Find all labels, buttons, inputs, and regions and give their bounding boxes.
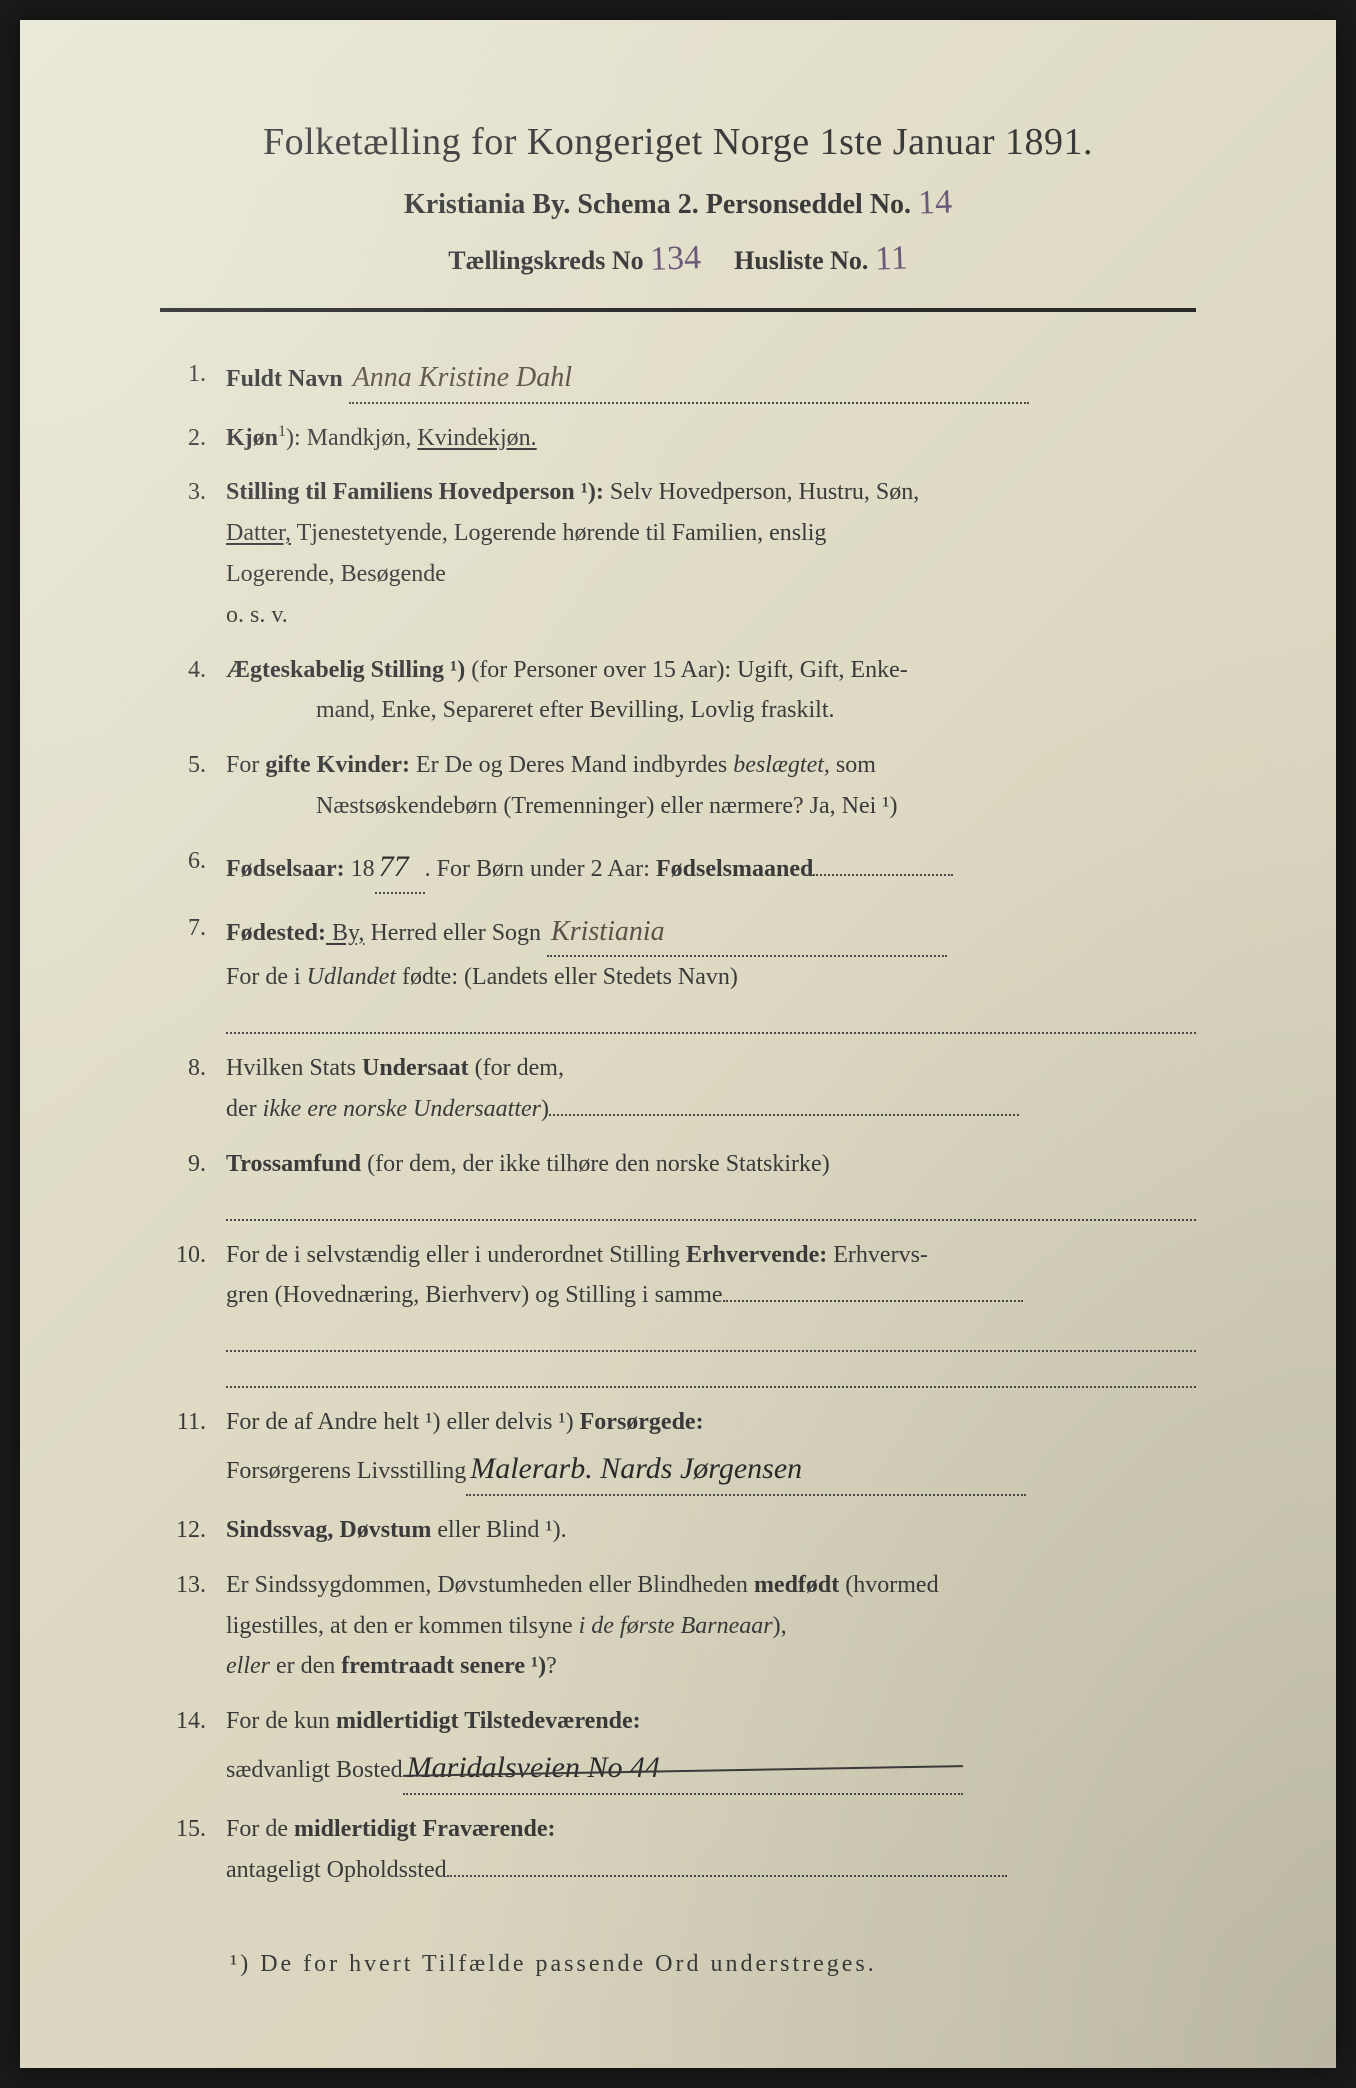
item-4-marital: 4. Ægteskabelig Stilling ¹) (for Persone… (170, 650, 1196, 732)
birthplace-value: Kristiania (551, 916, 665, 947)
item-10-occupation: 10. For de i selvstændig eller i underor… (170, 1235, 1196, 1389)
form-items: 1. Fuldt Navn Anna Kristine Dahl 2. Kjøn… (160, 354, 1196, 1891)
husliste-number: 11 (874, 239, 908, 278)
item-11-provider: 11. For de af Andre helt ¹) eller delvis… (170, 1402, 1196, 1496)
item-7-birthplace: 7. Fødested: By, Herred eller Sogn Krist… (170, 908, 1196, 1034)
footnote: ¹) De for hvert Tilfælde passende Ord un… (160, 1951, 1196, 1978)
sex-selected: Kvindekjøn. (417, 425, 536, 451)
item-13-disability-origin: 13. Er Sindssygdommen, Døvstumheden elle… (170, 1565, 1196, 1687)
item-12-disability: 12. Sindssvag, Døvstum eller Blind ¹). (170, 1510, 1196, 1551)
item-15-temp-absent: 15. For de midlertidigt Fraværende: anta… (170, 1809, 1196, 1891)
birth-year-value: 77 (379, 850, 409, 883)
personseddel-number: 14 (917, 183, 952, 222)
kreds-label: Tællingskreds No (448, 246, 643, 275)
item-14-temp-present: 14. For de kun midlertidigt Tilstedevære… (170, 1701, 1196, 1795)
item-9-religion: 9. Trossamfund (for dem, der ikke tilhør… (170, 1144, 1196, 1221)
item-1-name: 1. Fuldt Navn Anna Kristine Dahl (170, 354, 1196, 404)
provider-value: Malerarb. Nards Jørgensen (470, 1452, 802, 1485)
kreds-number: 134 (649, 239, 701, 279)
item-8-citizenship: 8. Hvilken Stats Undersaat (for dem, der… (170, 1048, 1196, 1130)
full-name-value: Anna Kristine Dahl (353, 362, 572, 393)
usual-residence-value: Maridalsveien No 44 (407, 1751, 660, 1784)
item-6-birthyear: 6. Fødselsaar: 1877. For Børn under 2 Aa… (170, 841, 1196, 894)
item-3-relation: 3. Stilling til Familiens Hovedperson ¹)… (170, 472, 1196, 635)
header-divider (160, 308, 1196, 312)
relation-selected: Datter, (226, 520, 291, 546)
city-schema-label: Kristiania By. Schema 2. Personseddel No… (404, 189, 911, 220)
census-form-page: Folketælling for Kongeriget Norge 1ste J… (20, 20, 1336, 2068)
husliste-label: Husliste No. (734, 246, 868, 275)
kreds-line: Tællingskreds No 134 Husliste No. 11 (160, 240, 1196, 278)
main-title: Folketælling for Kongeriget Norge 1ste J… (160, 120, 1196, 164)
form-header: Folketælling for Kongeriget Norge 1ste J… (160, 120, 1196, 278)
item-2-sex: 2. Kjøn1): Mandkjøn, Kvindekjøn. (170, 418, 1196, 459)
subtitle-line: Kristiania By. Schema 2. Personseddel No… (160, 184, 1196, 222)
item-5-married-women: 5. For gifte Kvinder: Er De og Deres Man… (170, 745, 1196, 827)
